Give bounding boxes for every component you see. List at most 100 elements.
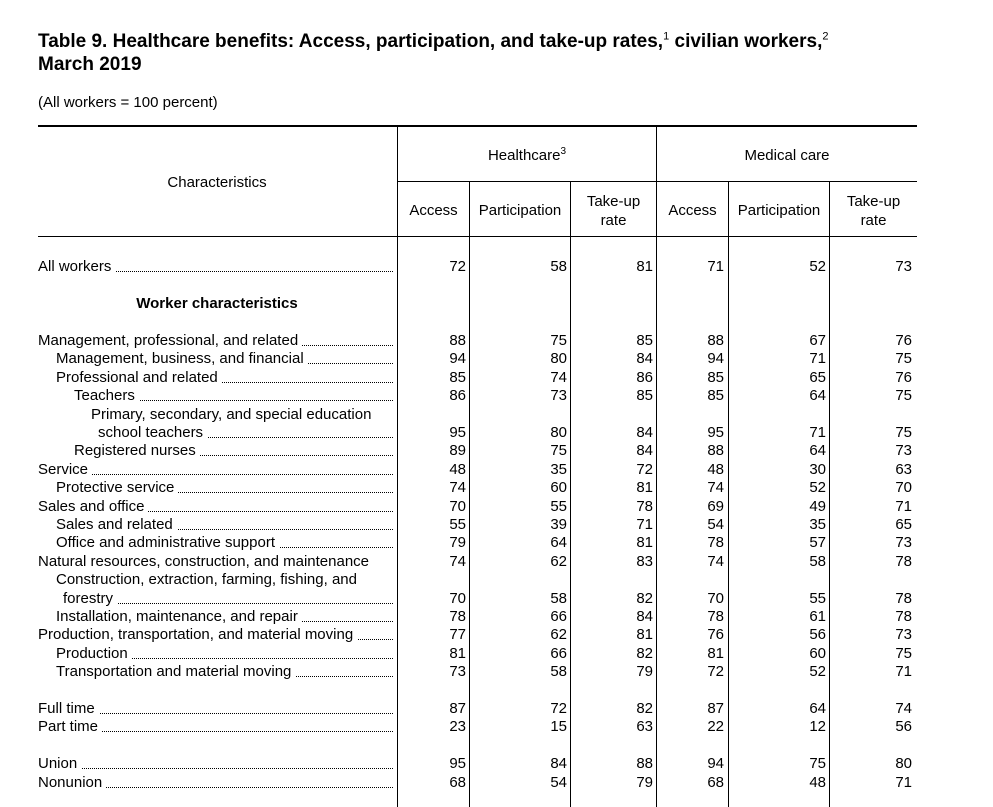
cell-value: 74 <box>449 552 466 570</box>
cell-value: 83 <box>636 552 653 570</box>
table-subtitle: (All workers = 100 percent) <box>38 94 218 111</box>
cell-value: 56 <box>809 626 826 644</box>
leader-dots <box>98 437 393 438</box>
row-label: Installation, maintenance, and repair <box>56 608 393 626</box>
row-label: Sales and related <box>56 516 393 534</box>
cell-value: 55 <box>809 589 826 607</box>
cell-value: 68 <box>449 773 466 791</box>
row-label: Service <box>38 460 393 479</box>
row-label-text: Service <box>38 460 93 478</box>
row-label: Construction, extraction, farming, fishi… <box>56 571 393 589</box>
cell-value: 56 <box>895 718 912 736</box>
table-row: Production 81 66 82 81 60 75 <box>0 644 993 663</box>
cell-value: 70 <box>895 479 912 497</box>
cell-value: 94 <box>707 755 724 773</box>
cell-value: 60 <box>550 479 567 497</box>
row-label: Full time <box>38 700 393 718</box>
cell-value: 87 <box>707 700 724 717</box>
table-row: school teachers 95 80 84 95 71 75 <box>0 424 993 442</box>
header-bottom-rule <box>38 236 917 237</box>
col-divider-1 <box>469 181 470 807</box>
title-line1: Table 9. Healthcare benefits: Access, pa… <box>38 31 664 52</box>
table-row: All workers 72 58 81 71 52 73 <box>0 258 993 276</box>
cell-value: 61 <box>809 608 826 625</box>
cell-value: 58 <box>550 589 567 607</box>
table-row: Sales and office 70 55 78 69 49 71 <box>0 497 993 516</box>
cell-value: 72 <box>707 663 724 681</box>
header-medical-care: Medical care <box>744 147 830 164</box>
table-row: Production, transportation, and material… <box>0 626 993 644</box>
row-label-text: Sales and office <box>38 497 149 515</box>
footnote-3: 3 <box>560 146 567 157</box>
cell-value: 64 <box>809 387 826 405</box>
footnote-1: 1 <box>663 30 670 43</box>
cell-value: 80 <box>895 755 912 773</box>
cell-value: 68 <box>707 773 724 791</box>
group-rule <box>397 181 917 182</box>
cell-value: 75 <box>809 755 826 773</box>
cell-value: 60 <box>809 644 826 662</box>
row-label-text: Professional and related <box>56 368 222 386</box>
title-mid: civilian workers, <box>669 31 823 52</box>
cell-value: 64 <box>550 534 567 552</box>
cell-value: 64 <box>809 700 826 717</box>
leader-dots <box>63 602 393 604</box>
table-row: Office and administrative support 79 64 81 7… <box>0 534 993 552</box>
cell-value: 82 <box>636 644 653 662</box>
table-row: Registered nurses 89 75 84 88 64 73 <box>0 442 993 460</box>
cell-value: 55 <box>550 497 567 515</box>
cell-value: 39 <box>550 516 567 533</box>
cell-value: 81 <box>449 644 466 662</box>
cell-value: 84 <box>636 608 653 625</box>
leader-dots <box>38 510 393 512</box>
cell-value: 85 <box>707 368 724 386</box>
cell-value: 79 <box>636 773 653 791</box>
cell-value: 77 <box>449 626 466 644</box>
cell-value: 80 <box>550 350 567 368</box>
row-label: Union <box>38 755 393 773</box>
cell-value: 69 <box>707 497 724 515</box>
cell-value: 52 <box>809 258 826 275</box>
cell-value: 81 <box>707 644 724 662</box>
cell-value: 72 <box>550 700 567 717</box>
leader-dots <box>38 271 393 272</box>
cell-value: 89 <box>449 442 466 460</box>
row-label: Production <box>56 644 393 663</box>
header-healthcare: Healthcare3 <box>398 146 656 165</box>
cell-value: 72 <box>636 460 653 478</box>
header-mc-takeup-1: Take-up <box>846 193 901 210</box>
table-row: Sales and related 55 39 71 54 35 65 <box>0 516 993 534</box>
leader-dots <box>56 492 393 494</box>
cell-value: 86 <box>449 387 466 405</box>
cell-value: 78 <box>895 589 912 607</box>
cell-value: 88 <box>707 442 724 460</box>
row-label: school teachers <box>98 424 393 442</box>
row-label: Professional and related <box>56 368 393 387</box>
cell-value: 75 <box>895 350 912 368</box>
header-hc-takeup-2: rate <box>600 212 627 229</box>
table-row: Union 95 84 88 94 75 80 <box>0 755 993 773</box>
cell-value: 54 <box>707 516 724 533</box>
row-label-text: Sales and related <box>56 516 177 533</box>
header-hc-takeup: Take-up rate <box>571 192 656 230</box>
row-label-text: Full time <box>38 700 99 717</box>
row-label: Teachers <box>74 387 393 405</box>
row-label-text: school teachers <box>98 424 208 441</box>
row-label: Management, business, and financial <box>56 350 393 368</box>
table-row: Management, business, and financial 94 80 8… <box>0 350 993 368</box>
row-label-text: Primary, secondary, and special educatio… <box>91 405 376 423</box>
cell-value: 86 <box>636 368 653 386</box>
leader-dots <box>74 400 393 402</box>
row-label-text: Union <box>38 755 82 773</box>
cell-value: 70 <box>449 497 466 515</box>
leader-dots <box>56 657 393 659</box>
cell-value: 75 <box>895 644 912 662</box>
row-label-text: Part time <box>38 718 103 736</box>
cell-value: 58 <box>550 663 567 681</box>
cell-value: 22 <box>707 718 724 736</box>
cell-value: 75 <box>550 442 567 460</box>
cell-value: 48 <box>707 460 724 478</box>
cell-value: 64 <box>809 442 826 460</box>
leader-dots <box>56 529 393 530</box>
cell-value: 63 <box>895 460 912 478</box>
